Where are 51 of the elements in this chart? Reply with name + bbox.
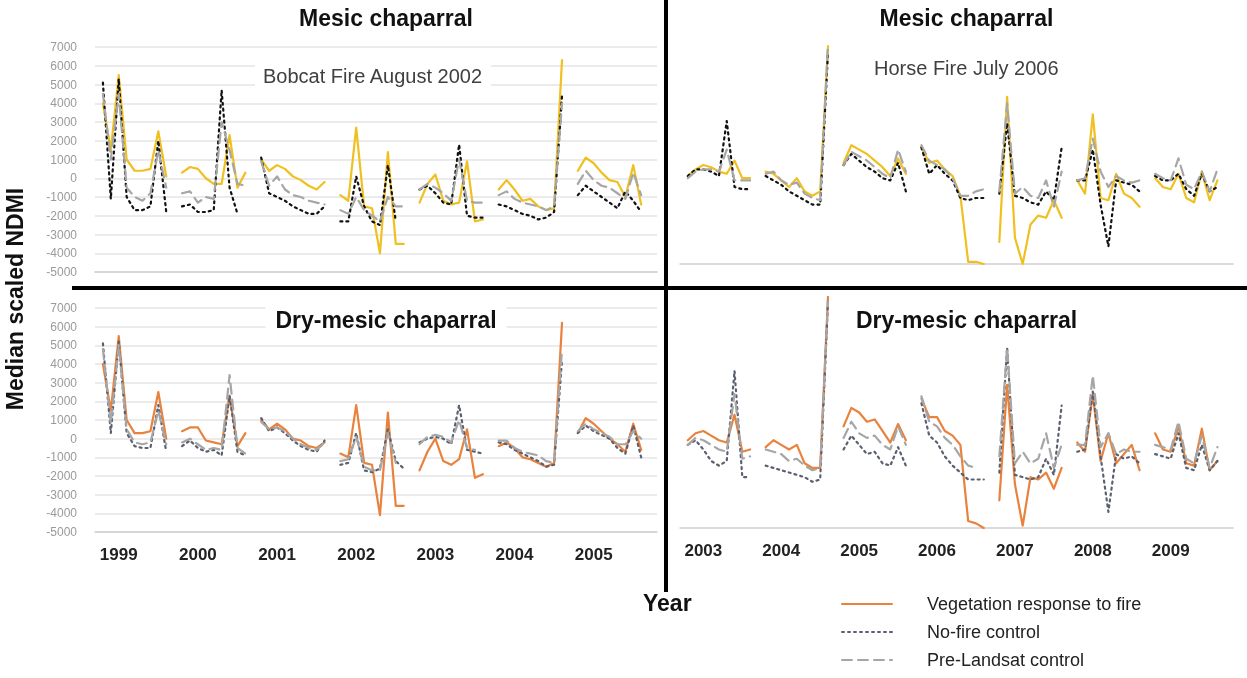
x-axis-title: Year xyxy=(643,590,692,617)
y-tick-label: 3000 xyxy=(50,115,78,129)
y-tick-label: 1000 xyxy=(50,152,78,167)
x-tick-label: 2008 xyxy=(1073,541,1112,560)
y-tick-label: -5000 xyxy=(46,265,78,279)
y-tick-label: 2000 xyxy=(50,394,78,409)
y-tick-label: 7000 xyxy=(50,301,78,315)
annotation: Horse Fire July 2006 xyxy=(874,57,1059,79)
y-tick-label: 6000 xyxy=(50,58,78,73)
y-tick-label: -4000 xyxy=(46,246,78,261)
chart-title: Mesic chaparral xyxy=(879,4,1054,31)
x-tick-label: 2009 xyxy=(1151,541,1190,560)
y-tick-label: -1000 xyxy=(46,450,78,465)
y-tick-label: -1000 xyxy=(46,190,78,204)
x-tick-label: 2002 xyxy=(337,545,376,564)
y-axis-title: Median scaled NDMI xyxy=(2,186,29,413)
y-tick-label: -2000 xyxy=(46,469,78,483)
chart-title: Dry-mesic chaparral xyxy=(275,306,497,333)
chart-title: Dry-mesic chaparral xyxy=(855,306,1078,333)
x-tick-label: 2001 xyxy=(258,545,296,564)
y-tick-label: 0 xyxy=(70,171,78,186)
y-tick-label: -2000 xyxy=(46,208,78,223)
y-tick-label: 6000 xyxy=(50,319,78,334)
y-tick-label: -5000 xyxy=(46,525,78,539)
x-tick-label: 2005 xyxy=(574,545,613,564)
y-tick-label: 3000 xyxy=(50,375,78,390)
y-tick-label: 4000 xyxy=(50,96,78,111)
legend-label: Pre-Landsat control xyxy=(927,650,1085,670)
annotation: Bobcat Fire August 2002 xyxy=(263,65,483,87)
y-tick-label: 7000 xyxy=(50,40,78,54)
x-tick-label: 2007 xyxy=(996,541,1034,560)
x-tick-label: 2006 xyxy=(918,541,956,560)
x-tick-label: 1999 xyxy=(99,545,138,564)
y-tick-label: 0 xyxy=(70,431,78,446)
legend-label: Vegetation response to fire xyxy=(927,594,1142,614)
x-tick-label: 2004 xyxy=(762,541,801,560)
y-tick-label: -3000 xyxy=(46,487,78,502)
y-tick-label: 2000 xyxy=(50,133,78,148)
y-tick-label: 5000 xyxy=(50,77,78,92)
x-tick-label: 2000 xyxy=(178,545,217,564)
chart-title: Mesic chaparral xyxy=(299,4,473,31)
y-tick-label: -4000 xyxy=(46,506,78,521)
legend-label: No-fire control xyxy=(927,622,1041,642)
x-tick-label: 2004 xyxy=(495,545,534,564)
x-tick-label: 2003 xyxy=(416,545,455,564)
y-tick-label: -3000 xyxy=(46,227,78,242)
x-tick-label: 2005 xyxy=(840,541,879,560)
x-tick-label: 2003 xyxy=(684,541,723,560)
y-tick-label: 4000 xyxy=(50,357,78,371)
y-tick-label: 5000 xyxy=(50,338,78,353)
y-tick-label: 1000 xyxy=(50,413,78,427)
